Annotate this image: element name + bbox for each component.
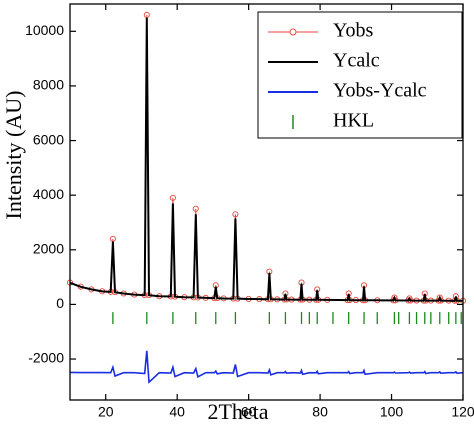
y-tick-label: 10000 [25, 22, 64, 38]
y-tick-label: 8000 [33, 77, 64, 93]
legend-label: Yobs-Ycalc [333, 80, 427, 102]
data-point [109, 235, 116, 242]
x-tick-label: 120 [451, 404, 474, 420]
legend-label: Ycalc [333, 50, 380, 72]
data-point [232, 211, 239, 218]
y-tick-label: 6000 [33, 131, 64, 147]
y-tick-label: 4000 [33, 186, 64, 202]
series-line [69, 350, 464, 384]
x-tick-label: 100 [380, 404, 404, 420]
x-tick-label: 80 [312, 404, 328, 420]
data-point [192, 205, 199, 212]
y-tick-label: -2000 [28, 350, 64, 366]
x-axis-label: 2Theta [207, 399, 268, 424]
x-tick-label: 40 [169, 404, 185, 420]
data-point [169, 194, 176, 201]
legend: Yobs Ycalc Yobs-Ycalc HKL [257, 11, 463, 139]
plot-frame [69, 3, 464, 401]
x-tick-label: 60 [241, 404, 257, 420]
legend-label: Yobs [333, 20, 373, 42]
legend-label: HKL [333, 110, 374, 132]
legend-swatch-marker [289, 28, 297, 36]
y-tick-label: 0 [56, 295, 64, 311]
series-line [69, 17, 463, 302]
x-tick-label: 20 [98, 404, 114, 420]
y-tick-label: 2000 [33, 240, 64, 256]
y-axis-label: Intensity (AU) [1, 91, 26, 220]
data-point [143, 11, 150, 18]
